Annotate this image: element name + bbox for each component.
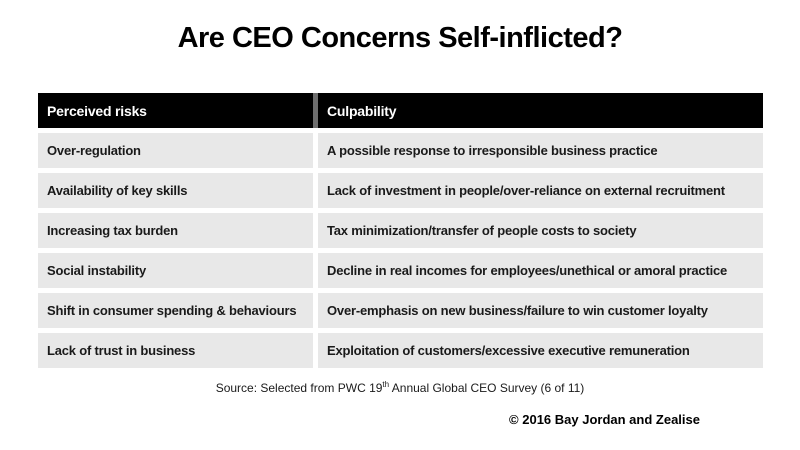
risk-cell: Shift in consumer spending & behaviours (38, 293, 313, 328)
culpability-cell: Tax minimization/transfer of people cost… (318, 213, 763, 248)
source-text-prefix: Source: Selected from PWC 19 (215, 381, 383, 395)
table-row: Shift in consumer spending & behaviours … (38, 293, 763, 328)
risk-cell: Over-regulation (38, 133, 313, 168)
source-ordinal-superscript: th (382, 380, 390, 389)
header-cell-culpability: Culpability (318, 93, 763, 128)
culpability-cell: Over-emphasis on new business/failure to… (318, 293, 763, 328)
risk-cell: Social instability (38, 253, 313, 288)
table-row: Increasing tax burden Tax minimization/t… (38, 213, 763, 248)
column-divider (313, 93, 318, 128)
risk-cell: Increasing tax burden (38, 213, 313, 248)
culpability-cell: Exploitation of customers/excessive exec… (318, 333, 763, 368)
table-row: Availability of key skills Lack of inves… (38, 173, 763, 208)
risks-culpability-table: Perceived risks Culpability Over-regulat… (38, 93, 763, 373)
culpability-cell: A possible response to irresponsible bus… (318, 133, 763, 168)
table-row: Social instability Decline in real incom… (38, 253, 763, 288)
table-row: Lack of trust in business Exploitation o… (38, 333, 763, 368)
slide-title: Are CEO Concerns Self-inflicted? (177, 22, 623, 54)
table-header-row: Perceived risks Culpability (38, 93, 763, 128)
copyright-notice: © 2016 Bay Jordan and Zealise (509, 412, 700, 427)
source-text-suffix: Annual Global CEO Survey (6 of 11) (389, 381, 585, 395)
risk-cell: Lack of trust in business (38, 333, 313, 368)
culpability-cell: Decline in real incomes for employees/un… (318, 253, 763, 288)
source-note: Source: Selected from PWC 19th Annual Gl… (0, 380, 800, 396)
culpability-cell: Lack of investment in people/over-relian… (318, 173, 763, 208)
risk-cell: Availability of key skills (38, 173, 313, 208)
table-row: Over-regulation A possible response to i… (38, 133, 763, 168)
header-cell-perceived-risks: Perceived risks (38, 93, 313, 128)
